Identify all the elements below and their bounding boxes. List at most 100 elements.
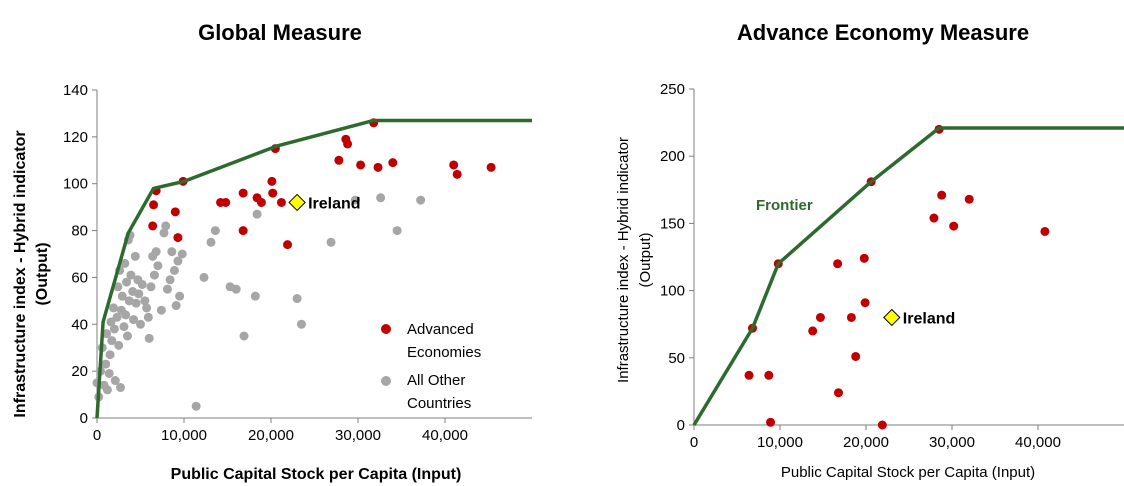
- y-tick-label: 140: [63, 82, 88, 99]
- chart-advanced: Advance Economy Measure Infrastructure i…: [615, 20, 1124, 481]
- x-tick-label: 30,000: [335, 427, 381, 444]
- data-point: [115, 383, 125, 393]
- data-point: [101, 359, 111, 369]
- data-point: [121, 310, 131, 320]
- ireland-label: Ireland: [903, 310, 955, 327]
- data-point: [112, 312, 122, 322]
- y-tick-label: 50: [668, 350, 685, 367]
- data-point: [129, 315, 139, 325]
- y-tick-label: 250: [660, 81, 685, 98]
- data-point: [334, 155, 344, 165]
- data-point: [267, 176, 277, 186]
- frontier-line: [692, 126, 1124, 426]
- legend-marker-others: [381, 376, 391, 386]
- data-point: [130, 251, 140, 261]
- data-point: [151, 247, 161, 257]
- y-tick-label: 80: [71, 223, 88, 240]
- data-point: [860, 298, 870, 308]
- data-point: [159, 228, 169, 238]
- data-point: [343, 139, 353, 149]
- x-tick-label: 20,000: [843, 434, 889, 451]
- y-tick-label: 100: [660, 283, 685, 300]
- data-point: [102, 329, 112, 339]
- data-point: [815, 312, 825, 322]
- data-point: [388, 158, 398, 168]
- frontier-label: Frontier: [756, 197, 813, 214]
- y-tick-label: 60: [71, 269, 88, 286]
- axes-advanced: [689, 88, 1124, 430]
- data-point: [144, 333, 154, 343]
- data-point: [210, 226, 220, 236]
- data-point: [173, 233, 183, 243]
- series-all-other-countries: [92, 193, 426, 411]
- data-point: [376, 193, 386, 203]
- data-point: [102, 385, 112, 395]
- data-point: [177, 249, 187, 259]
- x-tick-label: 10,000: [161, 427, 207, 444]
- data-point: [170, 207, 180, 217]
- data-point: [143, 312, 153, 322]
- x-tick-label: 40,000: [1015, 434, 1061, 451]
- data-point: [122, 277, 132, 287]
- data-point: [877, 420, 887, 430]
- data-point: [937, 190, 947, 200]
- data-point: [268, 188, 278, 198]
- x-axis-title-global: Public Capital Stock per Capita (Input): [171, 466, 462, 483]
- data-point: [859, 253, 869, 263]
- chart-global: Global Measure Infrastructure index - Hy…: [12, 20, 532, 483]
- series-advanced-economies: [148, 118, 496, 250]
- data-point: [107, 336, 117, 346]
- data-point: [156, 305, 166, 315]
- data-point: [833, 259, 843, 269]
- data-point: [149, 270, 159, 280]
- data-point: [296, 319, 306, 329]
- data-point: [764, 370, 774, 380]
- data-point: [350, 195, 360, 205]
- data-point: [1040, 226, 1050, 236]
- data-point: [122, 331, 132, 341]
- x-axis-title-advanced: Public Capital Stock per Capita (Input): [781, 464, 1035, 481]
- legend-label-advanced-line1: Advanced: [407, 321, 474, 338]
- data-point: [146, 282, 156, 292]
- data-point: [142, 303, 152, 313]
- data-point: [221, 197, 231, 207]
- data-point: [110, 376, 120, 386]
- y-tick-label: 150: [660, 215, 685, 232]
- data-point: [929, 213, 939, 223]
- data-point: [109, 324, 119, 334]
- y-tick-label: 120: [63, 129, 88, 146]
- ireland-label: Ireland: [308, 195, 360, 212]
- data-point: [109, 303, 119, 313]
- data-point: [206, 237, 216, 247]
- data-point: [136, 319, 145, 329]
- ireland-marker: [288, 193, 306, 212]
- x-tick-label: 0: [93, 427, 101, 444]
- y-axis-title-global-line1: Infrastructure index - Hybrid indicator: [12, 130, 29, 417]
- data-point: [106, 317, 116, 327]
- data-point: [356, 160, 366, 170]
- data-point: [134, 289, 144, 299]
- data-point: [117, 291, 127, 301]
- data-point: [766, 417, 776, 427]
- tick-labels-global: 0 20 40 60 80 100 120 140 0 10,000 20,000 30,000 40,…: [63, 82, 468, 444]
- y-tick-label: 200: [660, 148, 685, 165]
- data-point: [140, 296, 150, 306]
- data-point: [392, 226, 402, 236]
- data-point: [148, 221, 158, 231]
- data-point: [131, 298, 141, 308]
- data-point: [373, 162, 383, 172]
- data-point: [276, 197, 286, 207]
- data-point: [449, 160, 459, 170]
- data-point: [161, 221, 171, 231]
- data-point: [744, 370, 754, 380]
- legend-marker-advanced: [381, 324, 391, 334]
- chart-title-global: Global Measure: [198, 20, 362, 45]
- data-point: [851, 351, 861, 361]
- annotation-ireland-global: Ireland: [288, 193, 361, 212]
- x-tick-label: 20,000: [248, 427, 294, 444]
- data-point: [833, 388, 843, 398]
- data-point: [252, 209, 262, 219]
- data-point: [114, 340, 124, 350]
- data-point: [104, 368, 114, 378]
